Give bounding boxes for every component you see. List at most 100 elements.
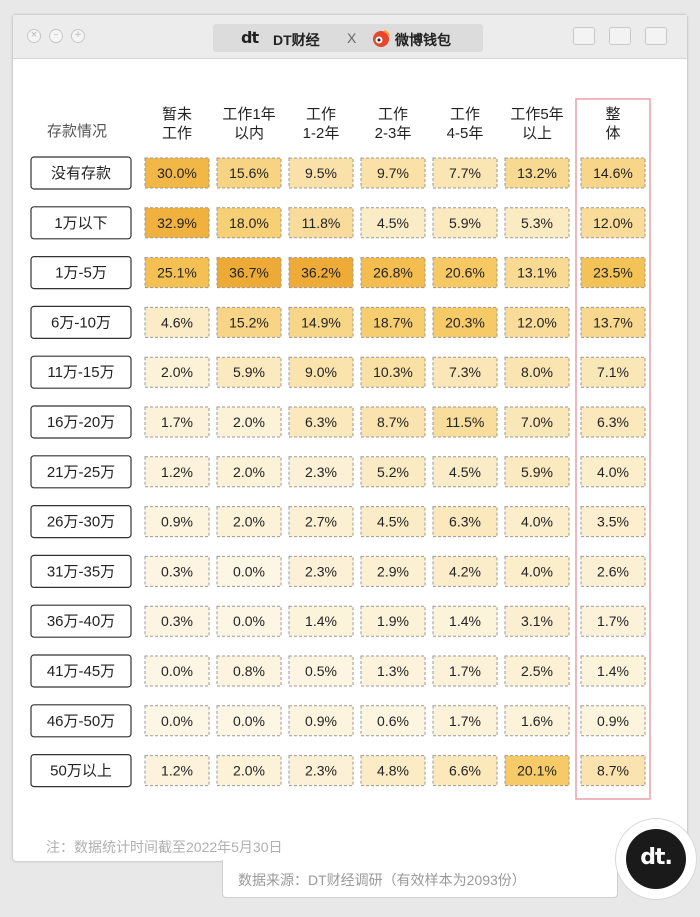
- cell-value: 2.9%: [377, 563, 409, 579]
- row-label: 46万-50万: [47, 713, 115, 730]
- row-label-box: [30, 305, 132, 339]
- heat-cell: [288, 755, 354, 787]
- dt-logo-icon: dt: [241, 28, 259, 47]
- source-tab: [222, 860, 618, 898]
- heat-cell: [580, 356, 646, 388]
- heat-cell: [144, 306, 210, 338]
- cell-value: 20.6%: [445, 265, 485, 281]
- dt-badge-logo: dt.: [626, 829, 686, 889]
- savings-heatmap-table: 存款情况暂未工作工作1年以内工作1-2年工作2-3年工作4-5年工作5年以上整体…: [30, 98, 651, 800]
- home-icon[interactable]: [609, 27, 631, 45]
- cell-value: 5.9%: [233, 364, 265, 380]
- cell-value: 6.6%: [449, 763, 481, 779]
- minimize-icon[interactable]: –: [49, 29, 63, 43]
- column-header-0-line-0: 暂未: [162, 106, 192, 123]
- row-label-box: [30, 753, 132, 788]
- heat-cell: [432, 356, 498, 388]
- heat-cell: [432, 655, 498, 687]
- row-label: 11万-15万: [47, 364, 114, 381]
- cell-value: 18.7%: [373, 314, 413, 330]
- heat-cell: [580, 157, 646, 189]
- cell-value: 2.0%: [233, 763, 265, 779]
- heat-cell: [432, 555, 498, 587]
- window-icon[interactable]: [573, 27, 595, 45]
- heat-cell: [288, 506, 354, 538]
- heat-cell: [216, 655, 282, 687]
- heat-cell: [216, 605, 282, 637]
- heat-cell: [216, 506, 282, 538]
- column-header-5-line-1: 以上: [522, 125, 552, 142]
- heat-cell: [504, 555, 570, 587]
- cell-value: 8.0%: [521, 364, 553, 380]
- heat-cell: [580, 456, 646, 488]
- column-header-4-line-1: 4-5年: [447, 125, 484, 142]
- cell-value: 2.7%: [305, 514, 337, 530]
- row-label: 36万-40万: [47, 613, 115, 630]
- cell-value: 2.6%: [597, 563, 629, 579]
- heat-cell: [144, 406, 210, 438]
- cell-value: 2.5%: [521, 663, 553, 679]
- cell-value: 3.5%: [597, 514, 629, 530]
- heat-cell: [504, 406, 570, 438]
- heat-cell: [216, 157, 282, 189]
- cell-value: 2.3%: [305, 563, 337, 579]
- cell-value: 0.9%: [597, 713, 629, 729]
- heat-cell: [580, 655, 646, 687]
- heat-cell: [504, 207, 570, 239]
- row-label: 1万以下: [54, 215, 107, 232]
- copy-icon[interactable]: [645, 27, 667, 45]
- heat-cell: [580, 506, 646, 538]
- title-bar: × – + dt DT财经 X 微博钱包: [13, 15, 687, 59]
- heat-cell: [360, 257, 426, 289]
- row-label: 1万-5万: [55, 265, 107, 282]
- row-header-label: 存款情况: [47, 123, 107, 140]
- brand-separator: X: [347, 30, 357, 46]
- row-label-box: [30, 604, 132, 638]
- heat-cell: [144, 207, 210, 239]
- heat-cell: [360, 705, 426, 737]
- dt-badge[interactable]: dt.: [615, 818, 697, 900]
- close-icon[interactable]: ×: [27, 29, 41, 43]
- cell-value: 5.3%: [521, 215, 553, 231]
- row-label-box: [30, 256, 132, 290]
- cell-value: 12.0%: [517, 314, 557, 330]
- cell-value: 0.0%: [161, 663, 193, 679]
- cell-value: 6.3%: [305, 414, 337, 430]
- heat-cell: [360, 605, 426, 637]
- cell-value: 1.7%: [449, 663, 481, 679]
- heat-cell: [216, 207, 282, 239]
- heat-cell: [432, 306, 498, 338]
- cell-value: 1.7%: [161, 414, 193, 430]
- heat-cell: [580, 207, 646, 239]
- heat-cell: [580, 257, 646, 289]
- column-header-2-line-1: 1-2年: [303, 125, 340, 142]
- cell-value: 4.5%: [377, 514, 409, 530]
- cell-value: 0.0%: [233, 713, 265, 729]
- cell-value: 2.0%: [161, 364, 193, 380]
- maximize-icon[interactable]: +: [71, 29, 85, 43]
- heat-cell: [360, 406, 426, 438]
- column-header-3-line-1: 2-3年: [375, 125, 412, 142]
- cell-value: 13.1%: [517, 265, 557, 281]
- cell-value: 0.6%: [377, 713, 409, 729]
- cell-value: 18.0%: [229, 215, 269, 231]
- heat-cell: [504, 605, 570, 637]
- row-label: 31万-35万: [47, 563, 115, 580]
- heat-cell: [432, 506, 498, 538]
- row-label: 没有存款: [51, 165, 111, 182]
- row-label: 26万-30万: [47, 514, 115, 531]
- heat-cell: [288, 456, 354, 488]
- cell-value: 0.0%: [233, 563, 265, 579]
- cell-value: 2.3%: [305, 464, 337, 480]
- heat-cell: [432, 257, 498, 289]
- heat-cell: [216, 705, 282, 737]
- cell-value: 1.7%: [449, 713, 481, 729]
- heat-cell: [360, 306, 426, 338]
- heat-cell: [288, 157, 354, 189]
- cell-value: 15.6%: [229, 165, 269, 181]
- cell-value: 1.6%: [521, 713, 553, 729]
- cell-value: 4.6%: [161, 314, 193, 330]
- brand-weibo-label: 微博钱包: [395, 32, 451, 48]
- cell-value: 1.7%: [597, 613, 629, 629]
- cell-value: 14.6%: [593, 165, 633, 181]
